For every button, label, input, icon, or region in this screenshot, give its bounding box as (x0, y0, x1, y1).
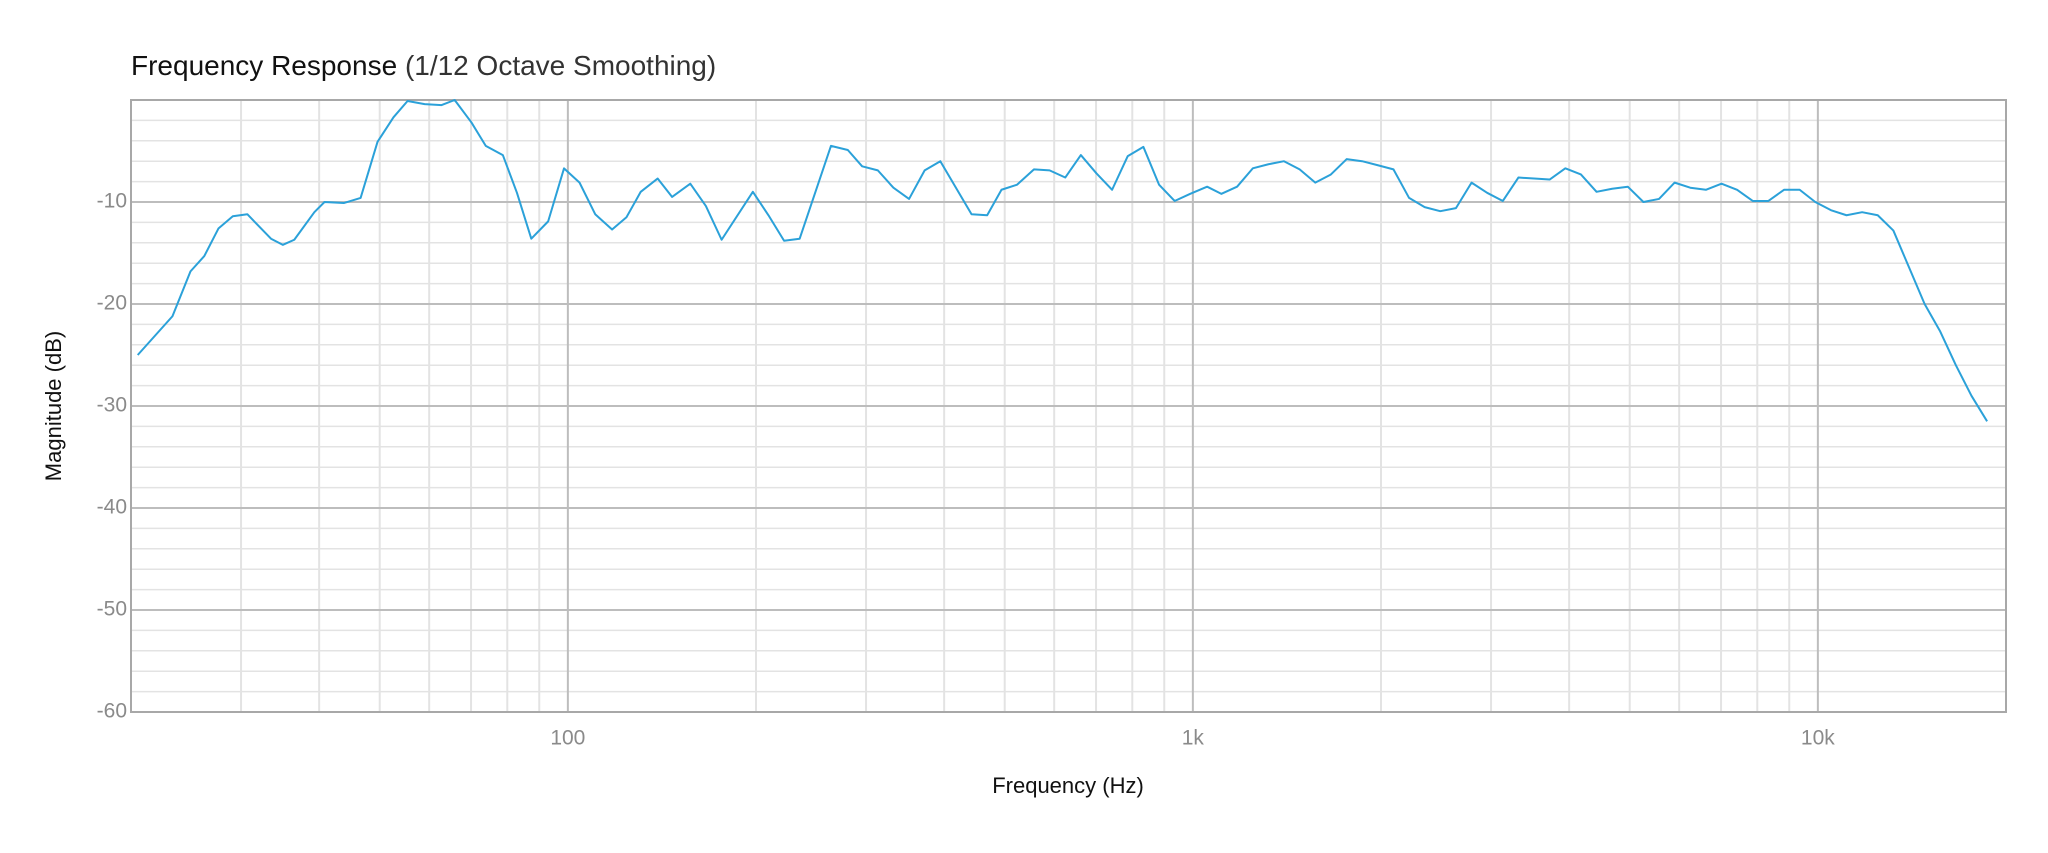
x-tick-label: 100 (550, 727, 585, 750)
chart-title: Frequency Response (1/12 Octave Smoothin… (131, 50, 716, 81)
y-tick-label: -10 (97, 190, 127, 213)
x-axis-label: Frequency (Hz) (992, 773, 1144, 798)
title: Frequency Response (131, 50, 397, 81)
x-tick-label: 1k (1182, 727, 1205, 750)
y-tick-label: -30 (97, 394, 127, 417)
y-axis-label: Magnitude (dB) (41, 331, 66, 481)
y-tick-label: -50 (97, 598, 127, 621)
grid (131, 100, 2006, 713)
plot-frame (130, 99, 2007, 713)
y-tick-label: -60 (97, 700, 127, 723)
subtitle: (1/12 Octave Smoothing) (405, 50, 716, 81)
y-tick-label: -40 (97, 496, 127, 519)
y-tick-label: -20 (97, 292, 127, 315)
response-line (136, 99, 1988, 422)
x-tick-label: 10k (1801, 727, 1835, 750)
